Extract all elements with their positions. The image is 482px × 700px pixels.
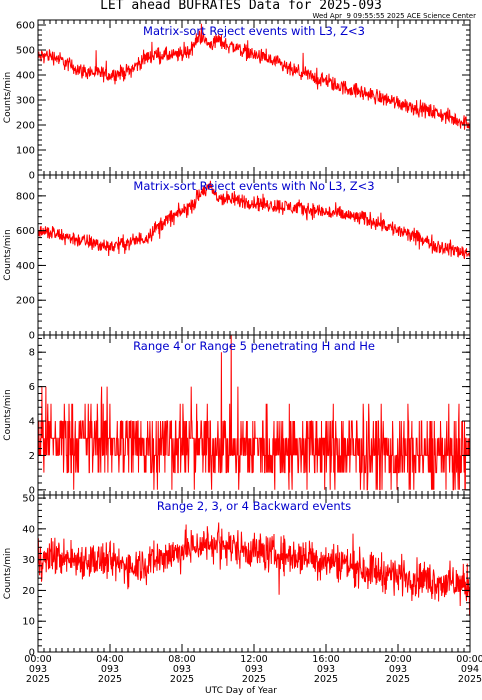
x-tick-label: 093 [317, 664, 335, 675]
y-tick-label: 600 [16, 226, 35, 237]
panel-title: Range 2, 3, or 4 Backward events [157, 499, 351, 513]
x-tick-label: 093 [29, 664, 47, 675]
data-trace [37, 23, 471, 130]
y-axis-label: Counts/min [3, 548, 13, 599]
y-axis-label: Counts/min [3, 72, 13, 123]
y-axis-label: Counts/min [3, 229, 13, 280]
x-tick-label: 093 [389, 664, 407, 675]
y-tick-label: 300 [16, 96, 35, 107]
data-trace [37, 334, 471, 491]
y-tick-label: 40 [22, 524, 35, 535]
y-tick-label: 0 [29, 331, 35, 342]
panel-title: Matrix-sort Reject events with L3, Z<3 [143, 24, 365, 38]
x-tick-label: 04:00 [96, 654, 123, 665]
y-tick-label: 0 [29, 485, 35, 496]
y-tick-label: 600 [16, 21, 35, 32]
y-tick-label: 100 [16, 146, 35, 157]
y-tick-label: 6 [29, 382, 35, 393]
chart-panel-1: 0 100 200 300 400 500 600 Matrix-sort Reject ev… [3, 19, 471, 182]
x-tick-label: 20:00 [384, 654, 411, 665]
x-tick-label: 00:00 [24, 654, 51, 665]
x-tick-label: 2025 [26, 674, 50, 685]
chart-panel-3: 0 2 4 6 8 Range 4 or Range 5 penetrating H an… [3, 334, 471, 496]
y-tick-label: 2 [29, 451, 35, 462]
x-tick-label: 2025 [98, 674, 122, 685]
y-tick-label: 0 [29, 171, 35, 182]
panel-title: Range 4 or Range 5 penetrating H and He [133, 339, 375, 353]
page-title: LET ahead BUFRATES Data for 2025-093 [100, 0, 382, 13]
panel-title: Matrix-sort Reject events with No L3, Z<… [133, 179, 374, 193]
plot-frame [37, 19, 471, 176]
x-axis-label: UTC Day of Year [205, 686, 277, 696]
y-axis-label: Counts/min [3, 389, 13, 440]
x-tick-label: 2025 [242, 674, 266, 685]
x-tick-label: 093 [173, 664, 191, 675]
x-tick-label: 08:00 [168, 654, 195, 665]
y-tick-label: 50 [22, 494, 35, 505]
y-tick-label: 200 [16, 296, 35, 307]
y-tick-label: 4 [29, 417, 35, 428]
y-tick-label: 8 [29, 348, 35, 359]
y-tick-label: 200 [16, 121, 35, 132]
y-tick-label: 30 [22, 555, 35, 566]
x-tick-label: 094 [461, 664, 479, 675]
generation-timestamp: Wed Apr 9 09:55:55 2025 ACE Science Cent… [312, 12, 476, 20]
y-tick-label: 400 [16, 261, 35, 272]
x-tick-label: 2025 [170, 674, 194, 685]
x-tick-label: 00:00 [456, 654, 482, 665]
y-tick-label: 20 [22, 586, 35, 597]
x-tick-label: 2025 [458, 674, 482, 685]
y-tick-label: 800 [16, 191, 35, 202]
x-tick-label: 12:00 [240, 654, 267, 665]
y-tick-label: 500 [16, 46, 35, 57]
data-trace [37, 522, 471, 616]
x-tick-label: 093 [245, 664, 263, 675]
y-tick-label: 400 [16, 71, 35, 82]
y-tick-label: 0 [29, 648, 35, 659]
x-tick-label: 2025 [386, 674, 410, 685]
data-trace [37, 180, 471, 260]
chart-panel-4: 0 10 20 30 40 50 Range 2, 3, or 4 Backward eve… [3, 494, 482, 685]
x-tick-label: 2025 [314, 674, 338, 685]
y-tick-label: 10 [22, 617, 35, 628]
x-tick-label: 16:00 [312, 654, 339, 665]
chart-panel-2: 0 200 400 600 800 Matrix-sort Reject events w… [3, 174, 471, 342]
x-tick-label: 093 [101, 664, 119, 675]
